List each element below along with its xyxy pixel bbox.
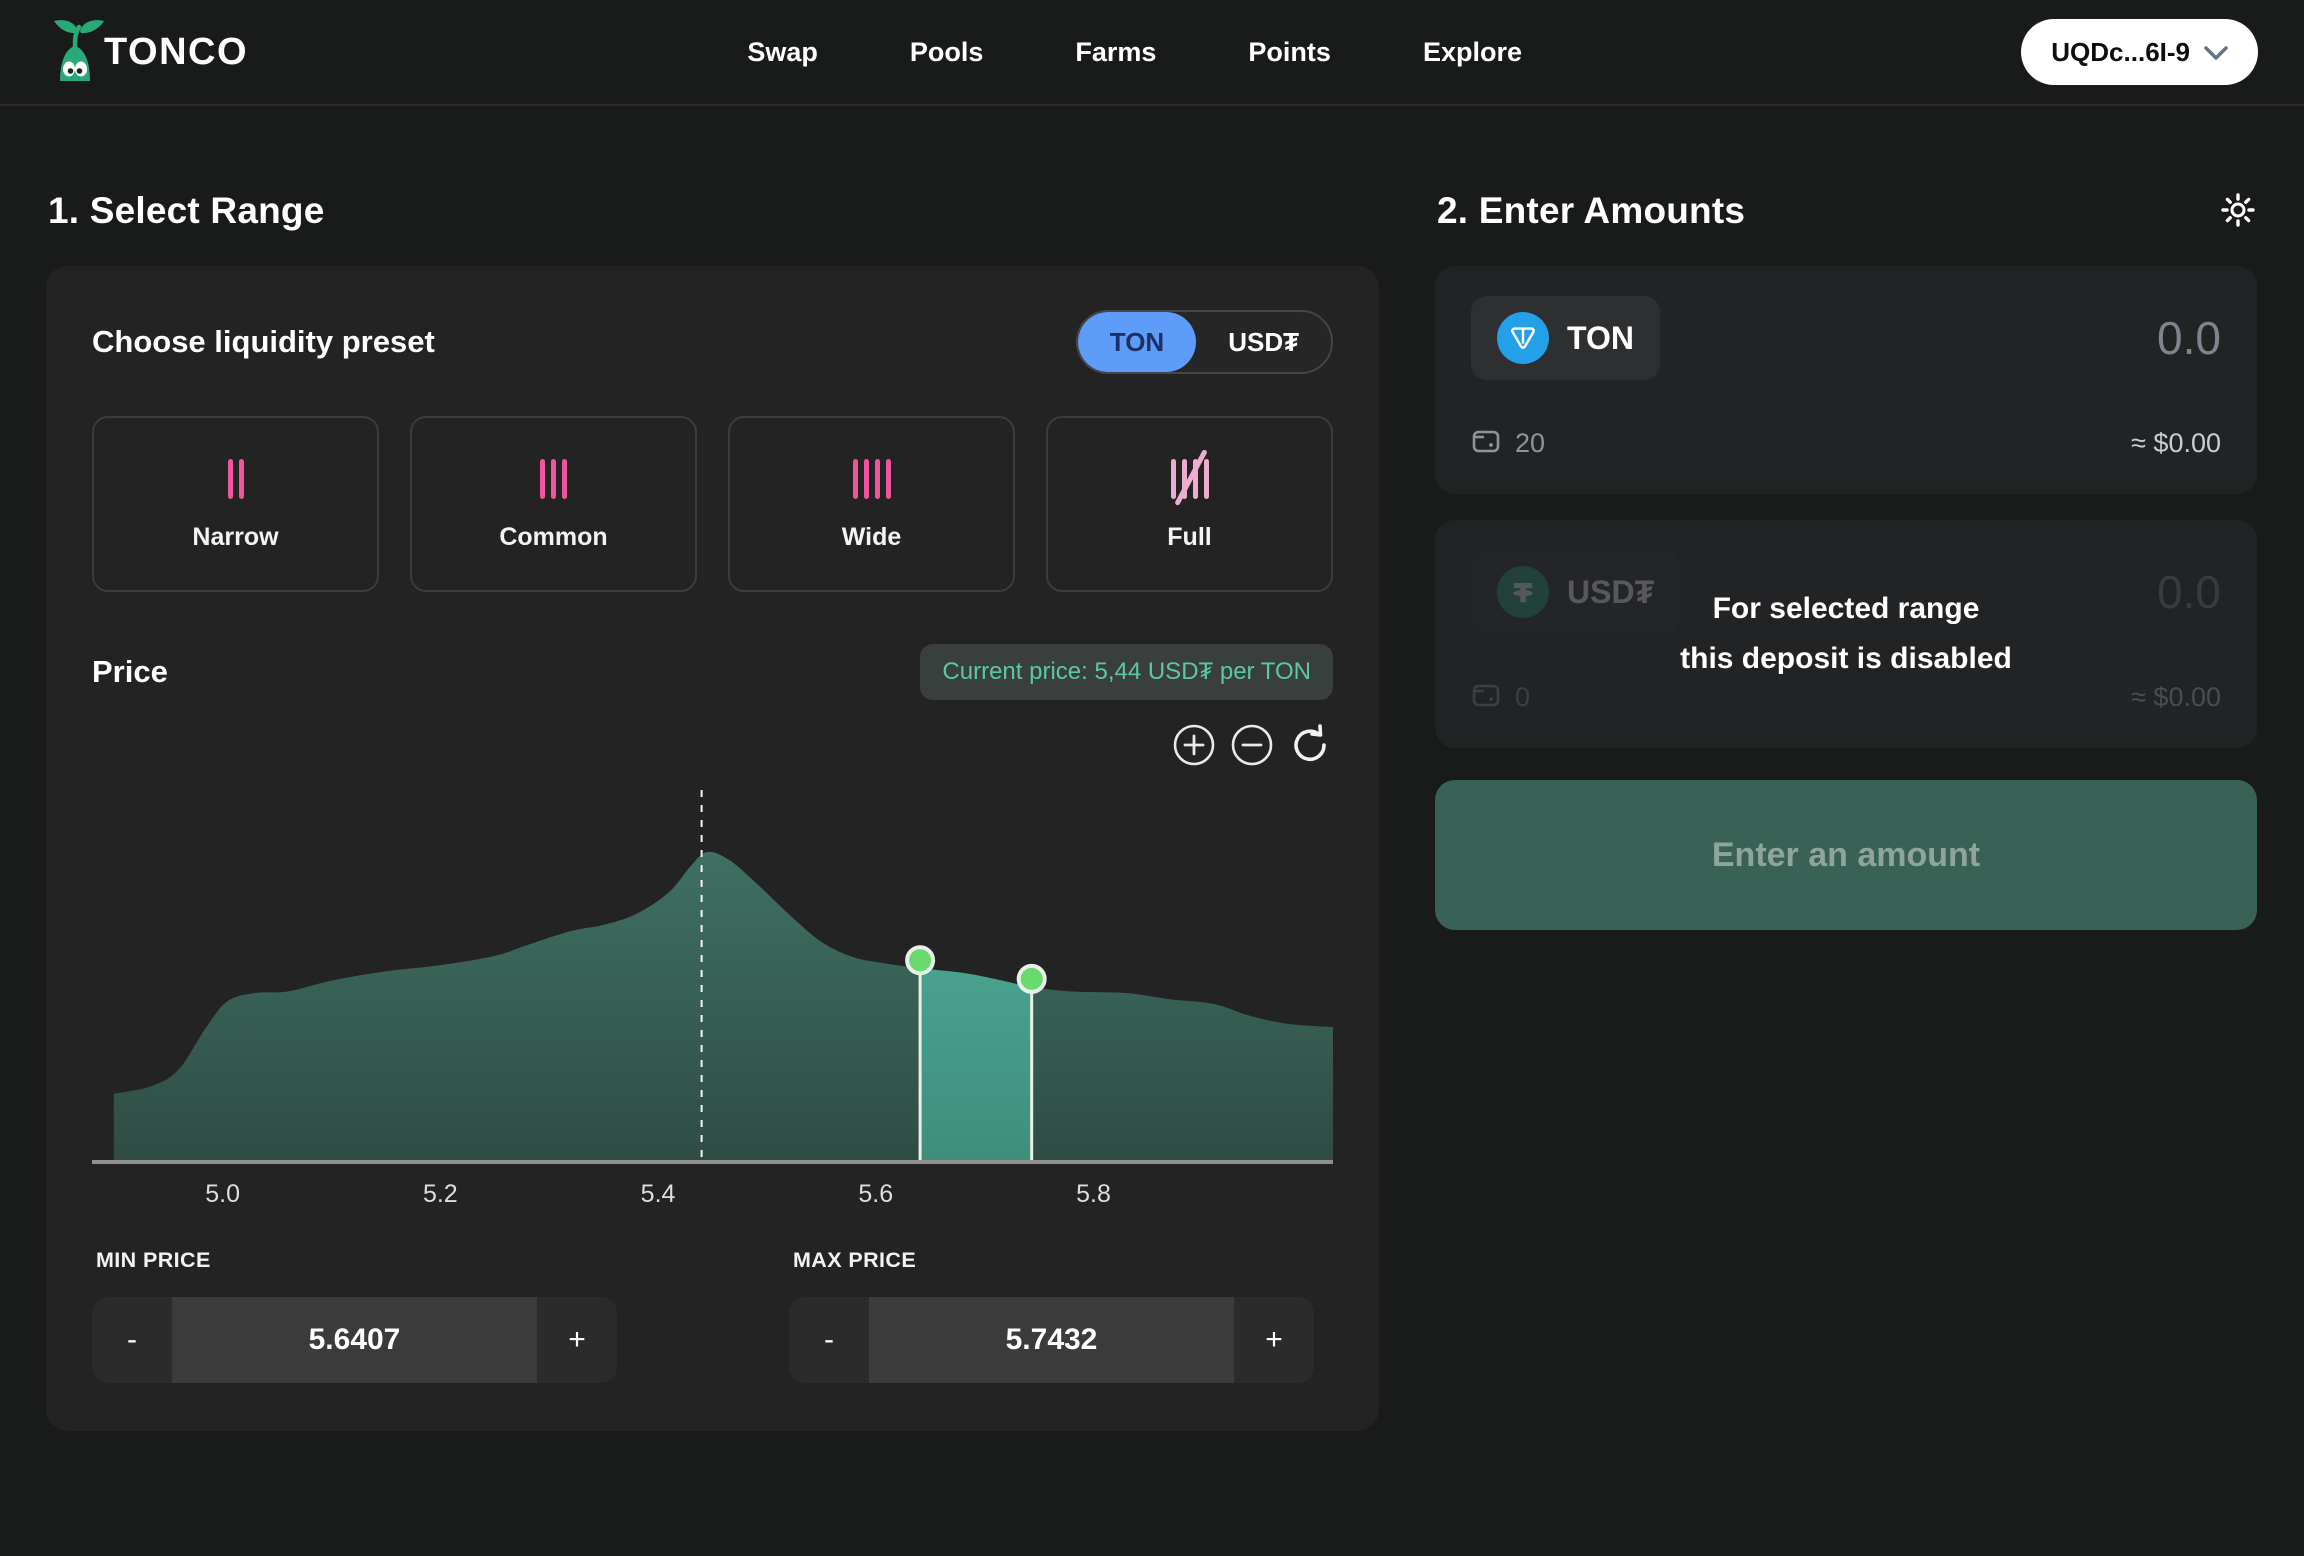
toggle-option-usdt[interactable]: USD₮ bbox=[1228, 326, 1299, 357]
enter-amounts-title: 2. Enter Amounts bbox=[1437, 190, 1746, 231]
liquidity-chart[interactable]: 5.0 5.2 5.4 5.6 5.8 bbox=[92, 772, 1333, 1214]
x-tick-label: 5.6 bbox=[858, 1180, 893, 1208]
common-bars-icon bbox=[540, 457, 567, 499]
range-inputs: MIN PRICE - 5.6407 + MAX PRICE - 5.7432 … bbox=[92, 1234, 1333, 1383]
main-content: 1. Select Range Choose liquidity preset … bbox=[0, 106, 2304, 1431]
preset-heading: Choose liquidity preset bbox=[92, 324, 435, 359]
max-price-decrement-button[interactable]: - bbox=[789, 1297, 869, 1383]
enter-amounts-panel: 2. Enter Amounts bbox=[1435, 190, 2257, 1431]
liquidity-card: Choose liquidity preset TON USD₮ Narrow … bbox=[46, 266, 1379, 1431]
usdt-usd-value: ≈ $0.00 bbox=[2131, 682, 2221, 712]
min-price-increment-button[interactable]: + bbox=[537, 1297, 617, 1383]
ton-logo-icon bbox=[1497, 312, 1549, 364]
max-price-increment-button[interactable]: + bbox=[1234, 1297, 1314, 1383]
enter-amount-button[interactable]: Enter an amount bbox=[1435, 780, 2257, 930]
preset-card-narrow[interactable]: Narrow bbox=[92, 416, 379, 592]
preset-card-common[interactable]: Common bbox=[410, 416, 697, 592]
max-price-handle[interactable] bbox=[1016, 963, 1047, 994]
chevron-down-icon bbox=[2204, 37, 2228, 68]
ton-amount-input[interactable]: 0.0 bbox=[2157, 312, 2221, 364]
usdt-symbol: USD₮ bbox=[1567, 573, 1655, 610]
max-price-value[interactable]: 5.7432 bbox=[869, 1297, 1234, 1383]
nav-item-points[interactable]: Points bbox=[1248, 36, 1331, 67]
nav-item-explore[interactable]: Explore bbox=[1422, 36, 1522, 67]
main-nav: Swap Pools Farms Points Explore bbox=[248, 37, 2021, 68]
usdt-logo-icon bbox=[1497, 566, 1549, 618]
ton-wallet-balance: 20 bbox=[1515, 428, 1546, 458]
zoom-out-icon bbox=[1229, 724, 1275, 771]
x-tick-label: 5.8 bbox=[1076, 1180, 1111, 1208]
preset-label: Full bbox=[1167, 522, 1212, 551]
wallet-icon bbox=[1471, 425, 1501, 462]
zoom-in-icon bbox=[1171, 724, 1217, 771]
price-heading: Price bbox=[92, 654, 168, 689]
wallet-icon bbox=[1471, 679, 1501, 716]
min-price-handle[interactable] bbox=[905, 945, 936, 976]
selected-range-band bbox=[920, 851, 1032, 1162]
sprout-mascot-icon bbox=[46, 18, 112, 87]
usdt-amount-card: USD₮ 0.0 0 ≈ $0.00 bbox=[1435, 520, 2257, 748]
select-range-panel: 1. Select Range Choose liquidity preset … bbox=[46, 190, 1379, 1431]
ton-token-chip[interactable]: TON bbox=[1471, 296, 1660, 380]
min-price-group: MIN PRICE - 5.6407 + bbox=[92, 1234, 617, 1383]
min-price-decrement-button[interactable]: - bbox=[92, 1297, 172, 1383]
full-tally-icon bbox=[1170, 448, 1209, 506]
x-tick-label: 5.2 bbox=[423, 1180, 458, 1208]
ton-symbol: TON bbox=[1567, 319, 1634, 356]
max-price-group: MAX PRICE - 5.7432 + bbox=[789, 1234, 1314, 1383]
usdt-amount-input: 0.0 bbox=[2157, 566, 2221, 618]
min-price-stepper: - 5.6407 + bbox=[92, 1297, 617, 1383]
select-range-title: 1. Select Range bbox=[48, 190, 325, 231]
preset-label: Wide bbox=[841, 522, 902, 551]
denomination-toggle: TON USD₮ bbox=[1075, 310, 1333, 374]
min-price-label: MIN PRICE bbox=[96, 1248, 211, 1272]
reset-zoom-button[interactable] bbox=[1287, 722, 1333, 768]
usdt-wallet-balance: 0 bbox=[1515, 682, 1531, 712]
max-price-stepper: - 5.7432 + bbox=[789, 1297, 1314, 1383]
ton-amount-card: TON 0.0 20 ≈ $0.00 bbox=[1435, 266, 2257, 494]
x-tick-label: 5.4 bbox=[641, 1180, 676, 1208]
min-price-value[interactable]: 5.6407 bbox=[172, 1297, 537, 1383]
refresh-icon bbox=[1287, 724, 1333, 771]
settings-button[interactable] bbox=[2219, 191, 2257, 232]
nav-item-swap[interactable]: Swap bbox=[747, 36, 818, 67]
x-tick-label: 5.0 bbox=[205, 1180, 240, 1208]
zoom-out-button[interactable] bbox=[1229, 722, 1275, 768]
nav-item-farms[interactable]: Farms bbox=[1075, 36, 1157, 67]
zoom-in-button[interactable] bbox=[1171, 722, 1217, 768]
nav-item-pools[interactable]: Pools bbox=[909, 36, 984, 67]
header: TONCO Swap Pools Farms Points Explore UQ… bbox=[0, 0, 2304, 106]
brand-name: TONCO bbox=[104, 30, 249, 73]
brand-logo[interactable]: TONCO bbox=[46, 18, 248, 87]
liquidity-area-fill bbox=[113, 851, 1333, 1162]
deposit-disabled-message: For selected range this deposit is disab… bbox=[1680, 592, 2012, 675]
narrow-bars-icon bbox=[227, 457, 244, 499]
current-price-badge: Current price: 5,44 USD₮ per TON bbox=[920, 644, 1333, 700]
preset-label: Common bbox=[499, 522, 608, 551]
wide-bars-icon bbox=[852, 457, 891, 499]
preset-list: Narrow Common Wide Full bbox=[92, 416, 1333, 592]
ton-usd-value: ≈ $0.00 bbox=[2131, 428, 2221, 458]
preset-label: Narrow bbox=[192, 522, 279, 551]
toggle-option-ton[interactable]: TON bbox=[1077, 312, 1197, 372]
usdt-token-chip: USD₮ bbox=[1471, 550, 1681, 634]
preset-card-full[interactable]: Full bbox=[1046, 416, 1333, 592]
max-price-label: MAX PRICE bbox=[793, 1248, 917, 1272]
wallet-button[interactable]: UQDc...6I-9 bbox=[2021, 19, 2258, 85]
gear-icon bbox=[2219, 192, 2257, 232]
preset-card-wide[interactable]: Wide bbox=[728, 416, 1015, 592]
wallet-address: UQDc...6I-9 bbox=[2051, 36, 2190, 67]
chart-controls bbox=[92, 722, 1333, 768]
